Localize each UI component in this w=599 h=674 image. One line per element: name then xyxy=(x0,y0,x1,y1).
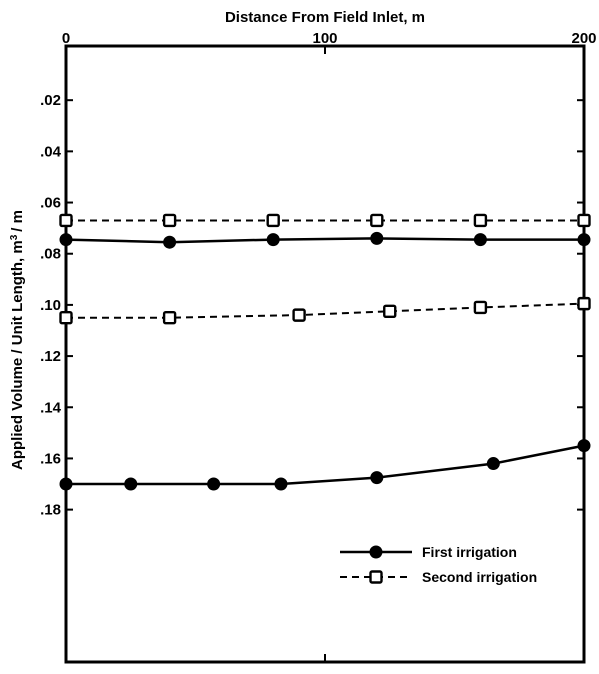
y-tick-label: .12 xyxy=(40,348,61,365)
data-point-square xyxy=(162,213,177,228)
x-axis-title: Distance From Field Inlet, m xyxy=(225,9,425,26)
data-point-circle xyxy=(370,471,384,485)
data-point-circle xyxy=(486,457,500,471)
data-point-square xyxy=(577,296,591,311)
y-tick-label: .08 xyxy=(40,246,61,263)
y-tick-label: .10 xyxy=(40,297,61,314)
x-tick-label: 100 xyxy=(312,30,337,47)
y-axis-title-main: Applied Volume / Unit Length, m xyxy=(9,240,26,470)
data-point-square xyxy=(370,213,384,228)
legend-label: Second irrigation xyxy=(422,569,537,585)
x-ticks: 0 100 200 xyxy=(62,30,597,662)
data-point-circle xyxy=(577,439,591,453)
y-axis-title-sup: 3 xyxy=(9,234,20,240)
legend-marker-circle xyxy=(369,545,383,559)
series-2 xyxy=(59,213,591,228)
x-tick-label: 200 xyxy=(571,30,596,47)
legend-label: First irrigation xyxy=(422,544,517,560)
y-tick-label: .18 xyxy=(40,502,61,519)
data-point-square xyxy=(162,310,177,325)
data-point-circle xyxy=(163,235,177,249)
data-point-circle xyxy=(274,477,288,491)
data-point-square xyxy=(59,310,73,325)
data-point-square xyxy=(577,213,591,228)
legend-marker-square xyxy=(369,570,383,584)
data-point-circle xyxy=(266,233,280,247)
series-4 xyxy=(59,439,591,491)
data-point-square xyxy=(383,304,397,318)
data-point-square xyxy=(266,213,280,228)
y-tick-label: .04 xyxy=(40,143,62,160)
y-axis-title: Applied Volume / Unit Length, m3 / m xyxy=(9,210,27,470)
y-axis-title-tail: / m xyxy=(9,210,26,232)
data-point-circle xyxy=(207,477,221,491)
data-point-circle xyxy=(124,477,138,491)
data-point-square xyxy=(292,308,306,322)
y-tick-label: .02 xyxy=(40,92,61,109)
y-ticks: .02 .04 .06 .08 .10 .12 .14 .16 .18 xyxy=(40,92,584,519)
data-point-square xyxy=(473,300,488,315)
y-tick-label: .16 xyxy=(40,450,61,467)
data-point-circle xyxy=(473,233,487,247)
x-tick-label: 0 xyxy=(62,30,70,47)
data-point-circle xyxy=(59,233,73,247)
series-1 xyxy=(59,231,591,249)
series-line xyxy=(66,444,585,486)
data-point-circle xyxy=(577,233,591,247)
series-3 xyxy=(59,296,591,325)
y-tick-label: .14 xyxy=(40,399,62,416)
series-line xyxy=(66,302,585,319)
y-tick-label: .06 xyxy=(40,195,61,212)
series-line xyxy=(65,237,584,244)
series-layer xyxy=(59,213,591,491)
data-point-circle xyxy=(370,231,384,245)
legend: First irrigation Second irrigation xyxy=(340,544,537,585)
data-point-square xyxy=(473,213,488,228)
data-point-square xyxy=(59,213,73,228)
data-point-circle xyxy=(59,477,73,491)
